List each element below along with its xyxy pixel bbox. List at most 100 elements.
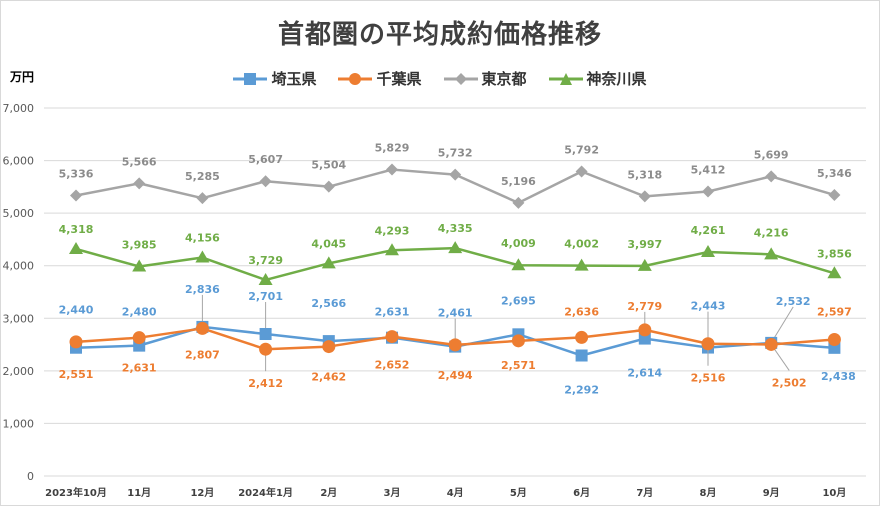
x-tick-label: 11月 xyxy=(127,487,151,499)
data-point-tokyo xyxy=(70,189,82,202)
data-point-kanagawa xyxy=(511,258,526,271)
data-point-chiba xyxy=(322,340,336,354)
data-point-kanagawa xyxy=(195,250,210,263)
legend-item-chiba: 千葉県 xyxy=(338,68,422,89)
data-point-tokyo xyxy=(828,188,841,201)
data-label-kanagawa: 4,216 xyxy=(754,226,789,239)
data-point-chiba xyxy=(827,332,841,346)
x-tick-label: 9月 xyxy=(763,487,780,499)
data-point-chiba xyxy=(385,330,399,344)
y-tick-label: 3,000 xyxy=(3,312,35,325)
data-label-saitama: 2,631 xyxy=(375,306,410,319)
chart-title: 首都圏の平均成約価格推移 xyxy=(277,20,602,50)
data-point-chiba xyxy=(195,321,209,335)
data-label-tokyo: 5,607 xyxy=(248,153,283,166)
data-label-saitama: 2,532 xyxy=(776,295,811,308)
data-label-saitama: 2,836 xyxy=(185,283,220,296)
data-point-tokyo xyxy=(133,177,146,190)
data-label-kanagawa: 4,261 xyxy=(691,224,726,237)
legend-label-kanagawa: 神奈川県 xyxy=(586,70,647,88)
data-label-saitama: 2,440 xyxy=(59,304,94,317)
y-tick-label: 6,000 xyxy=(3,155,35,168)
data-point-chiba xyxy=(638,323,652,337)
data-point-kanagawa xyxy=(701,244,715,257)
data-label-saitama: 2,566 xyxy=(311,297,346,310)
data-label-saitama: 2,461 xyxy=(438,307,473,320)
data-point-chiba xyxy=(259,342,273,356)
data-label-kanagawa: 4,002 xyxy=(564,238,599,251)
data-point-chiba xyxy=(511,334,525,348)
legend-swatch-saitama xyxy=(233,72,268,85)
x-tick-label: 2月 xyxy=(320,487,337,499)
data-label-chiba: 2,516 xyxy=(691,372,726,385)
data-point-kanagawa xyxy=(574,258,589,271)
legend-swatch-tokyo xyxy=(443,72,478,85)
data-label-tokyo: 5,504 xyxy=(311,159,346,172)
legend-label-tokyo: 東京都 xyxy=(481,70,527,88)
data-label-kanagawa: 3,856 xyxy=(817,247,852,260)
data-label-chiba: 2,807 xyxy=(185,348,220,361)
legend: 埼玉県 千葉県 東京都 神奈川県 xyxy=(0,68,880,89)
data-label-chiba: 2,652 xyxy=(375,359,410,372)
data-point-tokyo xyxy=(259,175,272,188)
data-label-tokyo: 5,318 xyxy=(627,168,662,181)
data-point-saitama xyxy=(575,349,588,362)
legend-swatch-kanagawa xyxy=(548,72,583,85)
data-point-tokyo xyxy=(196,192,209,205)
data-label-chiba: 2,502 xyxy=(772,376,807,389)
y-tick-label: 4,000 xyxy=(3,260,35,273)
data-point-chiba xyxy=(69,335,83,349)
data-label-saitama: 2,701 xyxy=(248,290,283,303)
data-point-kanagawa xyxy=(385,243,399,256)
data-label-chiba: 2,631 xyxy=(122,362,157,375)
data-point-kanagawa xyxy=(321,256,336,269)
data-label-chiba: 2,779 xyxy=(627,300,662,313)
data-point-tokyo xyxy=(765,170,778,183)
data-point-saitama xyxy=(259,328,272,341)
data-label-saitama: 2,614 xyxy=(627,367,662,380)
x-tick-label: 12月 xyxy=(190,487,214,499)
data-label-saitama: 2,695 xyxy=(501,294,536,307)
y-tick-label: 0 xyxy=(27,470,34,483)
data-label-kanagawa: 3,985 xyxy=(122,239,157,252)
legend-label-saitama: 埼玉県 xyxy=(271,70,317,88)
legend-swatch-chiba xyxy=(338,72,373,85)
data-label-chiba: 2,571 xyxy=(501,359,536,372)
data-point-tokyo xyxy=(322,180,335,193)
data-label-chiba: 2,597 xyxy=(817,305,852,318)
data-label-tokyo: 5,346 xyxy=(817,167,852,180)
data-point-chiba xyxy=(575,330,589,344)
x-tick-label: 4月 xyxy=(447,487,464,499)
x-tick-label: 10月 xyxy=(822,487,846,499)
data-label-kanagawa: 3,997 xyxy=(627,238,662,251)
data-label-tokyo: 5,566 xyxy=(122,155,157,168)
y-tick-label: 5,000 xyxy=(3,207,35,220)
data-point-chiba xyxy=(701,337,715,351)
data-point-kanagawa xyxy=(448,241,463,254)
x-tick-label: 7月 xyxy=(636,487,653,499)
data-label-tokyo: 5,412 xyxy=(691,163,726,176)
data-label-chiba: 2,551 xyxy=(59,368,94,381)
y-tick-label: 7,000 xyxy=(3,102,35,115)
y-tick-label: 1,000 xyxy=(3,417,35,430)
data-point-kanagawa xyxy=(132,259,147,272)
data-point-kanagawa xyxy=(827,266,842,279)
data-label-chiba: 2,494 xyxy=(438,369,473,382)
data-label-tokyo: 5,829 xyxy=(375,142,410,155)
legend-item-tokyo: 東京都 xyxy=(443,68,527,89)
data-label-kanagawa: 4,045 xyxy=(311,237,346,250)
data-point-kanagawa xyxy=(258,272,273,285)
y-tick-label: 2,000 xyxy=(3,365,35,378)
x-tick-label: 5月 xyxy=(510,487,527,499)
data-point-kanagawa xyxy=(764,247,779,260)
data-point-tokyo xyxy=(386,163,398,176)
data-label-kanagawa: 4,293 xyxy=(375,224,410,237)
x-tick-label: 8月 xyxy=(700,487,717,499)
data-point-tokyo xyxy=(575,165,588,178)
x-tick-label: 2023年10月 xyxy=(45,486,107,499)
legend-label-chiba: 千葉県 xyxy=(376,70,422,88)
y-axis-unit-label: 万円 xyxy=(10,70,35,84)
x-tick-label: 6月 xyxy=(573,487,590,499)
data-label-chiba: 2,412 xyxy=(248,377,283,390)
